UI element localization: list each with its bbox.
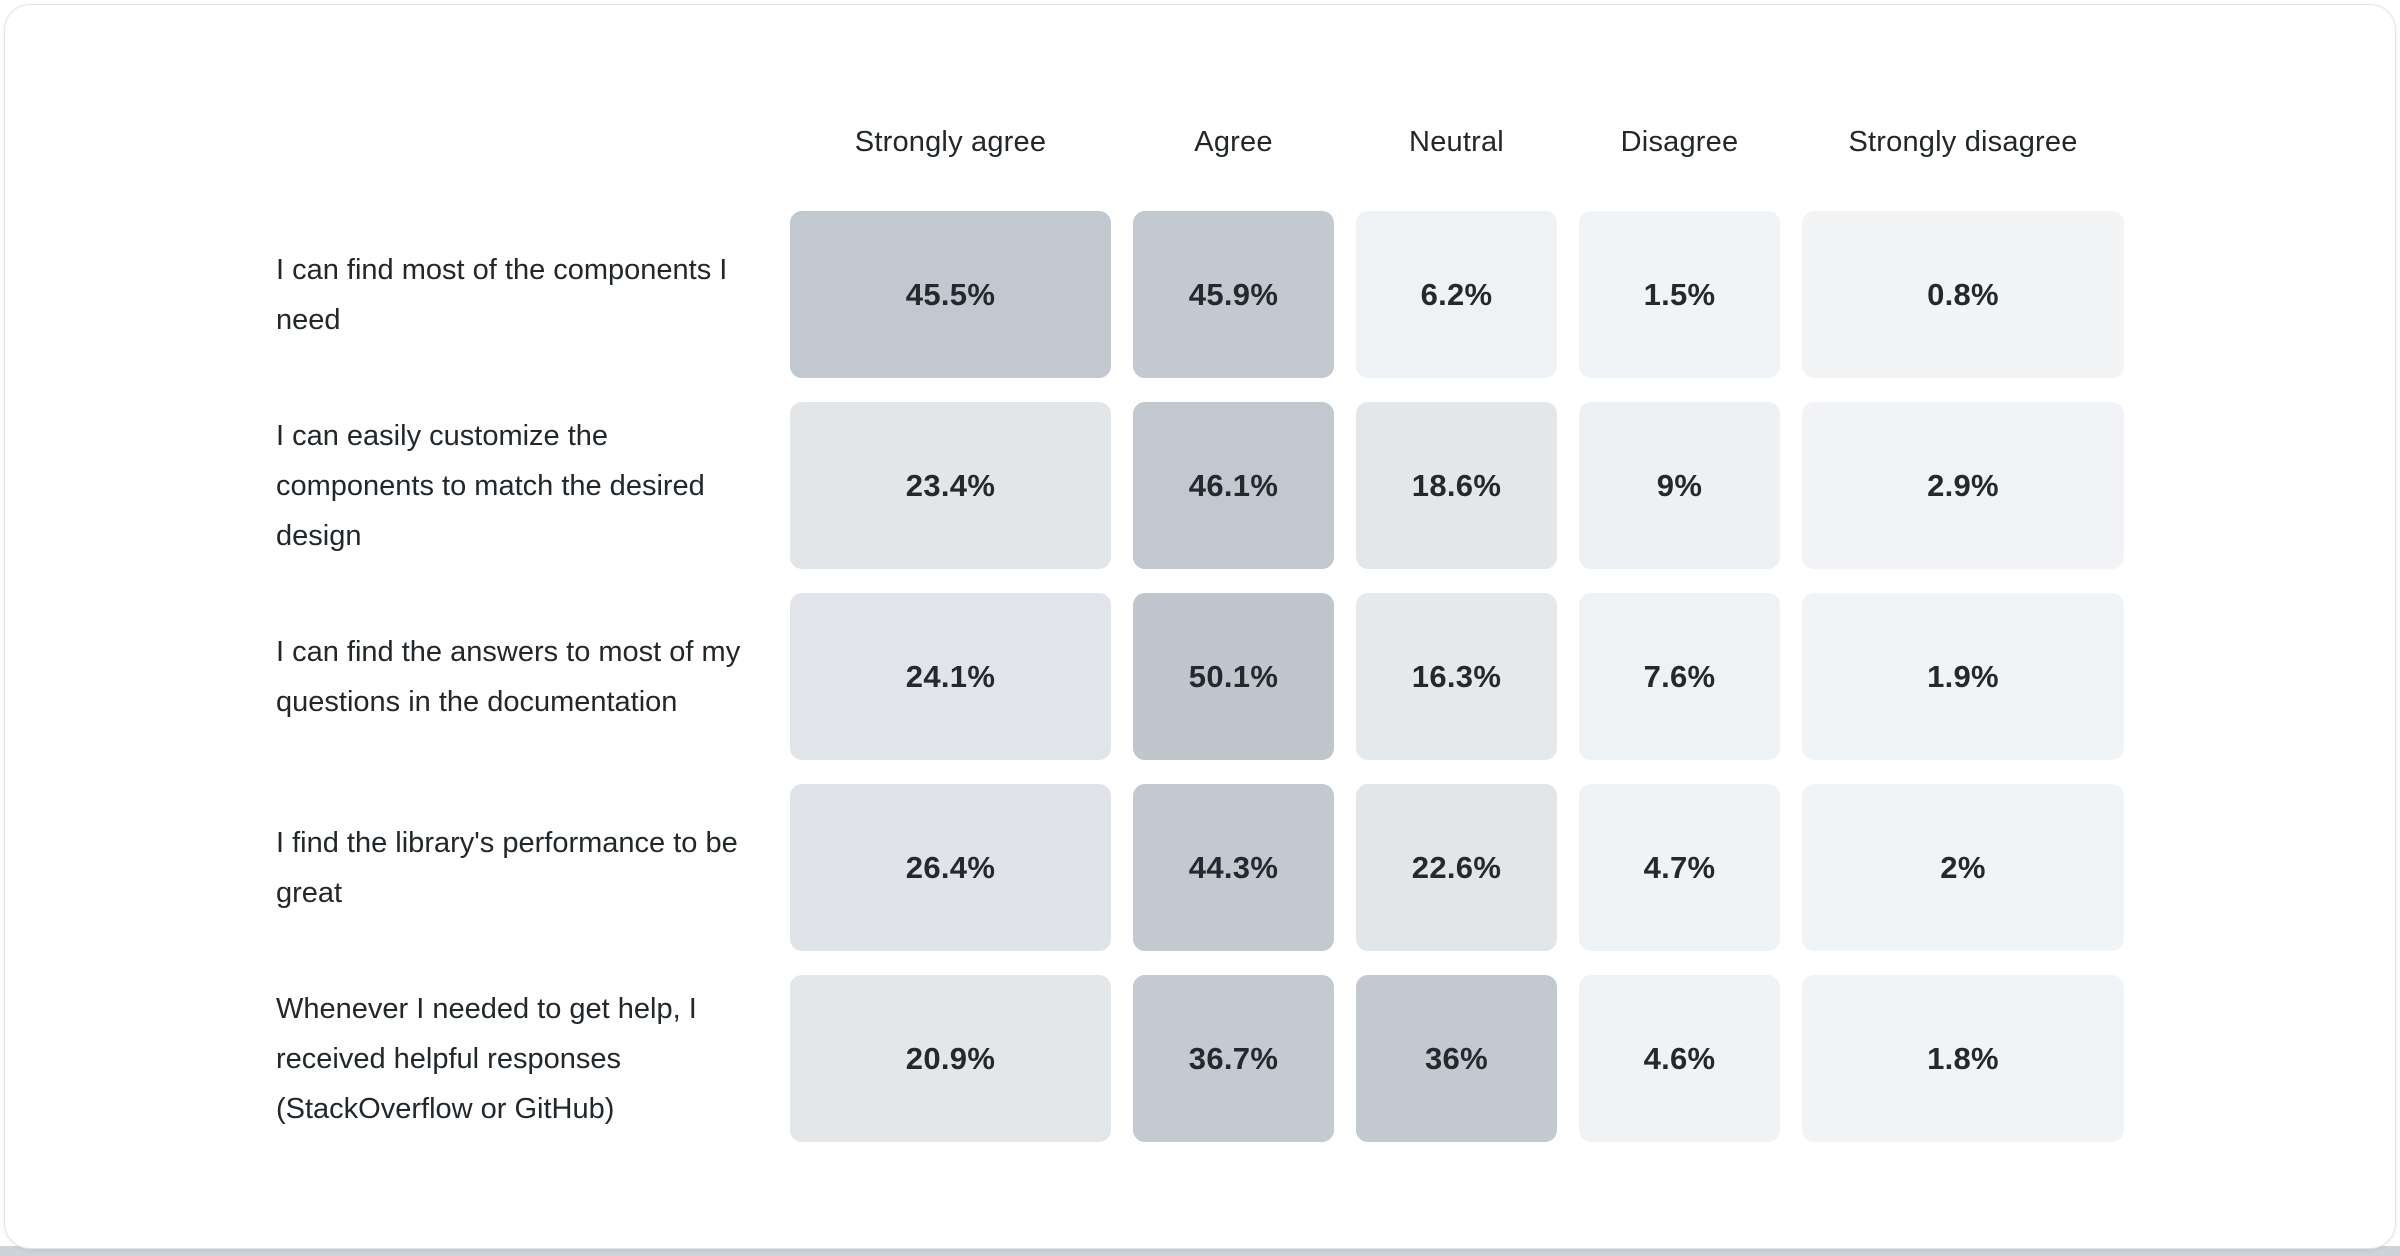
heatmap-cell: 23.4% <box>790 402 1111 569</box>
column-header-strongly-agree: Strongly agree <box>854 125 1047 158</box>
heatmap-cell: 24.1% <box>790 593 1111 760</box>
heatmap-cell: 16.3% <box>1356 593 1557 760</box>
cell-value: 22.6% <box>1411 849 1502 885</box>
heatmap-cell: 2% <box>1802 784 2124 951</box>
page-background-strip <box>0 1246 2400 1256</box>
row-question-label: I can find most of the components I need <box>276 253 728 336</box>
table-corner-spacer <box>276 97 768 187</box>
cell-value: 24.1% <box>905 658 996 694</box>
heatmap-cell: 26.4% <box>790 784 1111 951</box>
heatmap-cell: 22.6% <box>1356 784 1557 951</box>
cell-value: 6.2% <box>1420 276 1493 312</box>
survey-results-card: Strongly agree Agree Neutral Disagree St… <box>4 4 2396 1249</box>
heatmap-cell: 6.2% <box>1356 211 1557 378</box>
cell-value: 20.9% <box>905 1040 996 1076</box>
cell-value: 45.9% <box>1188 276 1279 312</box>
heatmap-cell: 1.5% <box>1579 211 1780 378</box>
heatmap-cell: 7.6% <box>1579 593 1780 760</box>
heatmap-cell: 1.9% <box>1802 593 2124 760</box>
row-question-label: I find the library's performance to be g… <box>276 826 738 909</box>
heatmap-cell: 36% <box>1356 975 1557 1142</box>
cell-value: 1.5% <box>1643 276 1716 312</box>
heatmap-cell: 4.6% <box>1579 975 1780 1142</box>
column-header-neutral: Neutral <box>1409 125 1504 158</box>
heatmap-cell: 1.8% <box>1802 975 2124 1142</box>
cell-value: 0.8% <box>1927 276 1999 312</box>
heatmap-cell: 18.6% <box>1356 402 1557 569</box>
cell-value: 4.6% <box>1643 1040 1716 1076</box>
heatmap-cell: 50.1% <box>1133 593 1334 760</box>
cell-value: 1.8% <box>1927 1040 1999 1076</box>
heatmap-cell: 46.1% <box>1133 402 1334 569</box>
cell-value: 18.6% <box>1411 467 1502 503</box>
heatmap-cell: 44.3% <box>1133 784 1334 951</box>
survey-heatmap-table: Strongly agree Agree Neutral Disagree St… <box>276 97 2124 1142</box>
row-question-label: Whenever I needed to get help, I receive… <box>276 992 697 1125</box>
row-question-label: I can easily customize the components to… <box>276 419 705 552</box>
cell-value: 1.9% <box>1927 658 1999 694</box>
cell-value: 26.4% <box>905 849 996 885</box>
heatmap-cell: 0.8% <box>1802 211 2124 378</box>
cell-value: 7.6% <box>1643 658 1716 694</box>
cell-value: 2% <box>1940 849 1986 885</box>
heatmap-cell: 20.9% <box>790 975 1111 1142</box>
cell-value: 36.7% <box>1188 1040 1279 1076</box>
heatmap-cell: 36.7% <box>1133 975 1334 1142</box>
cell-value: 50.1% <box>1188 658 1279 694</box>
cell-value: 4.7% <box>1643 849 1716 885</box>
heatmap-cell: 45.5% <box>790 211 1111 378</box>
cell-value: 16.3% <box>1411 658 1502 694</box>
column-header-strongly-disagree: Strongly disagree <box>1848 125 2078 158</box>
cell-value: 9% <box>1656 467 1703 503</box>
heatmap-cell: 45.9% <box>1133 211 1334 378</box>
column-header-agree: Agree <box>1194 125 1273 158</box>
row-question-label: I can find the answers to most of my que… <box>276 635 741 718</box>
cell-value: 44.3% <box>1188 849 1279 885</box>
heatmap-cell: 2.9% <box>1802 402 2124 569</box>
heatmap-cell: 9% <box>1579 402 1780 569</box>
heatmap-cell: 4.7% <box>1579 784 1780 951</box>
cell-value: 23.4% <box>905 467 996 503</box>
column-header-disagree: Disagree <box>1620 125 1739 158</box>
cell-value: 2.9% <box>1927 467 1999 503</box>
cell-value: 36% <box>1425 1040 1488 1076</box>
cell-value: 46.1% <box>1188 467 1279 503</box>
cell-value: 45.5% <box>905 276 996 312</box>
